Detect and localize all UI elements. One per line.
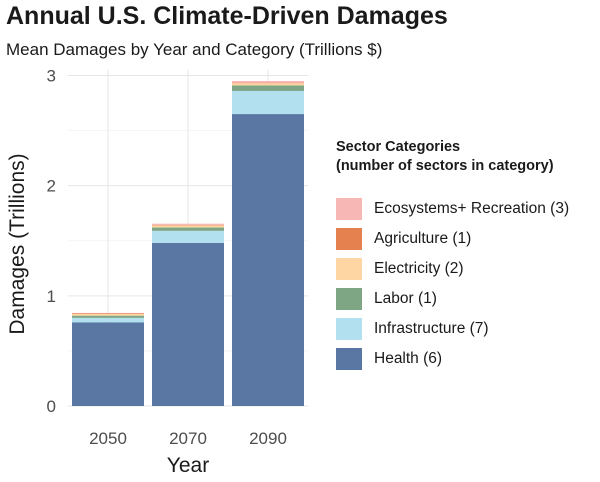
legend-label: Infrastructure (7) <box>374 320 489 337</box>
bar-segment-2070-3 <box>152 225 224 228</box>
bar-segment-2050-2 <box>72 315 144 318</box>
legend-label: Health (6) <box>374 350 443 367</box>
legend-item: Ecosystems+ Recreation (3) <box>336 194 569 224</box>
x-axis-label: Year <box>167 454 209 477</box>
legend-title-line1: Sector Categories <box>336 139 461 155</box>
legend-swatch <box>336 348 362 370</box>
x-tick-label-2: 2090 <box>249 429 287 448</box>
bar-segment-2050-3 <box>72 314 144 316</box>
bar-segment-2090-0 <box>232 114 304 406</box>
y-tick-label-1: 1 <box>47 287 56 306</box>
legend-swatch <box>336 288 362 310</box>
legend-item: Agriculture (1) <box>336 224 569 254</box>
legend-swatch <box>336 258 362 280</box>
bar-segment-2050-0 <box>72 322 144 406</box>
bar-segment-2070-0 <box>152 242 224 406</box>
legend-item: Health (6) <box>336 344 569 374</box>
x-tick-labels: 2050 2070 2090 <box>89 429 287 448</box>
x-tick-label-0: 2050 <box>89 429 127 448</box>
y-tick-label-2: 2 <box>47 177 56 196</box>
legend-title-line2: (number of sectors in category) <box>336 158 554 174</box>
legend-label: Electricity (2) <box>374 260 464 277</box>
bar-segment-2090-2 <box>232 85 304 91</box>
y-axis-label: Damages (Trillions) <box>6 153 29 334</box>
bar-segment-2090-4 <box>232 82 304 84</box>
legend: Sector Categories (number of sectors in … <box>336 138 569 374</box>
bar-segment-2090-5 <box>232 81 304 83</box>
legend-item: Labor (1) <box>336 284 569 314</box>
y-tick-label-3: 3 <box>47 67 56 86</box>
legend-swatch <box>336 198 362 220</box>
chart-subtitle: Mean Damages by Year and Category (Trill… <box>6 40 383 59</box>
legend-items: Ecosystems+ Recreation (3) Agriculture (1… <box>336 194 569 374</box>
y-tick-label-0: 0 <box>47 397 56 416</box>
y-tick-labels: 0 1 2 3 <box>47 67 56 416</box>
legend-label: Ecosystems+ Recreation (3) <box>374 200 570 217</box>
bar-segment-2050-1 <box>72 317 144 323</box>
x-tick-label-1: 2070 <box>169 429 207 448</box>
bar-segment-2070-5 <box>152 223 224 225</box>
legend-label: Labor (1) <box>374 290 437 307</box>
legend-label: Agriculture (1) <box>374 230 472 247</box>
bar-segment-2090-1 <box>232 90 304 115</box>
legend-item: Infrastructure (7) <box>336 314 569 344</box>
chart-title: Annual U.S. Climate-Driven Damages <box>6 2 448 30</box>
legend-swatch <box>336 318 362 340</box>
bar-segment-2050-4 <box>72 313 144 315</box>
legend-item: Electricity (2) <box>336 254 569 284</box>
bar-segment-2050-5 <box>72 312 144 314</box>
bar-segment-2070-4 <box>152 224 224 226</box>
bar-segment-2070-2 <box>152 227 224 231</box>
bar-segment-2090-3 <box>232 83 304 86</box>
bars <box>72 81 304 406</box>
bar-segment-2070-1 <box>152 230 224 243</box>
legend-swatch <box>336 228 362 250</box>
